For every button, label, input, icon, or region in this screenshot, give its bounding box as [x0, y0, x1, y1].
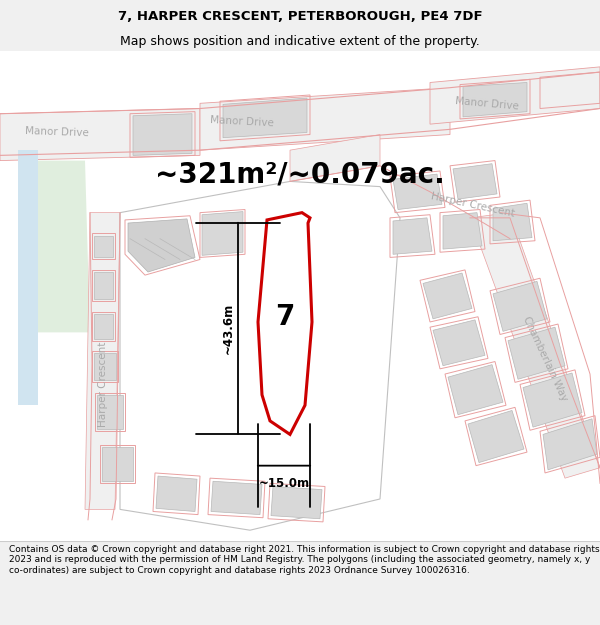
Polygon shape	[0, 109, 200, 161]
Polygon shape	[290, 134, 380, 181]
Polygon shape	[393, 218, 432, 254]
Polygon shape	[271, 486, 322, 519]
Polygon shape	[94, 314, 113, 339]
Polygon shape	[18, 150, 38, 405]
Polygon shape	[508, 327, 565, 379]
Text: 7: 7	[275, 302, 295, 331]
Text: Harper Crescent: Harper Crescent	[430, 192, 515, 219]
Polygon shape	[223, 98, 307, 138]
Polygon shape	[94, 353, 116, 380]
Polygon shape	[211, 481, 262, 514]
Polygon shape	[128, 219, 195, 272]
Polygon shape	[94, 272, 113, 299]
Polygon shape	[493, 281, 547, 331]
Polygon shape	[423, 273, 472, 319]
Polygon shape	[463, 82, 527, 117]
Polygon shape	[0, 51, 600, 541]
Polygon shape	[433, 320, 485, 366]
Polygon shape	[94, 236, 113, 258]
Text: ~15.0m: ~15.0m	[259, 477, 310, 490]
Text: Contains OS data © Crown copyright and database right 2021. This information is : Contains OS data © Crown copyright and d…	[9, 545, 599, 574]
Polygon shape	[523, 373, 582, 427]
Polygon shape	[443, 213, 482, 249]
Text: Manor Drive: Manor Drive	[25, 126, 89, 139]
Polygon shape	[102, 447, 133, 481]
Polygon shape	[38, 161, 90, 332]
Polygon shape	[133, 114, 192, 156]
Polygon shape	[470, 213, 600, 478]
Text: Manor Drive: Manor Drive	[455, 96, 520, 111]
Polygon shape	[493, 203, 532, 241]
Polygon shape	[200, 88, 450, 150]
Text: Manor Drive: Manor Drive	[210, 116, 274, 129]
Polygon shape	[468, 411, 524, 462]
Polygon shape	[448, 364, 503, 414]
Polygon shape	[453, 164, 497, 199]
Polygon shape	[543, 419, 597, 470]
Text: Chamberlain Way: Chamberlain Way	[521, 314, 569, 402]
Polygon shape	[258, 213, 312, 434]
Polygon shape	[430, 67, 600, 124]
Text: Map shows position and indicative extent of the property.: Map shows position and indicative extent…	[120, 35, 480, 48]
Polygon shape	[393, 174, 442, 209]
Polygon shape	[97, 395, 123, 429]
Text: 7, HARPER CRESCENT, PETERBOROUGH, PE4 7DF: 7, HARPER CRESCENT, PETERBOROUGH, PE4 7D…	[118, 10, 482, 23]
Text: Harper Crescent: Harper Crescent	[98, 342, 108, 427]
Text: ~43.6m: ~43.6m	[221, 302, 235, 354]
Text: ~321m²/~0.079ac.: ~321m²/~0.079ac.	[155, 160, 445, 188]
Polygon shape	[85, 213, 120, 509]
Polygon shape	[156, 476, 197, 511]
Polygon shape	[202, 212, 243, 256]
